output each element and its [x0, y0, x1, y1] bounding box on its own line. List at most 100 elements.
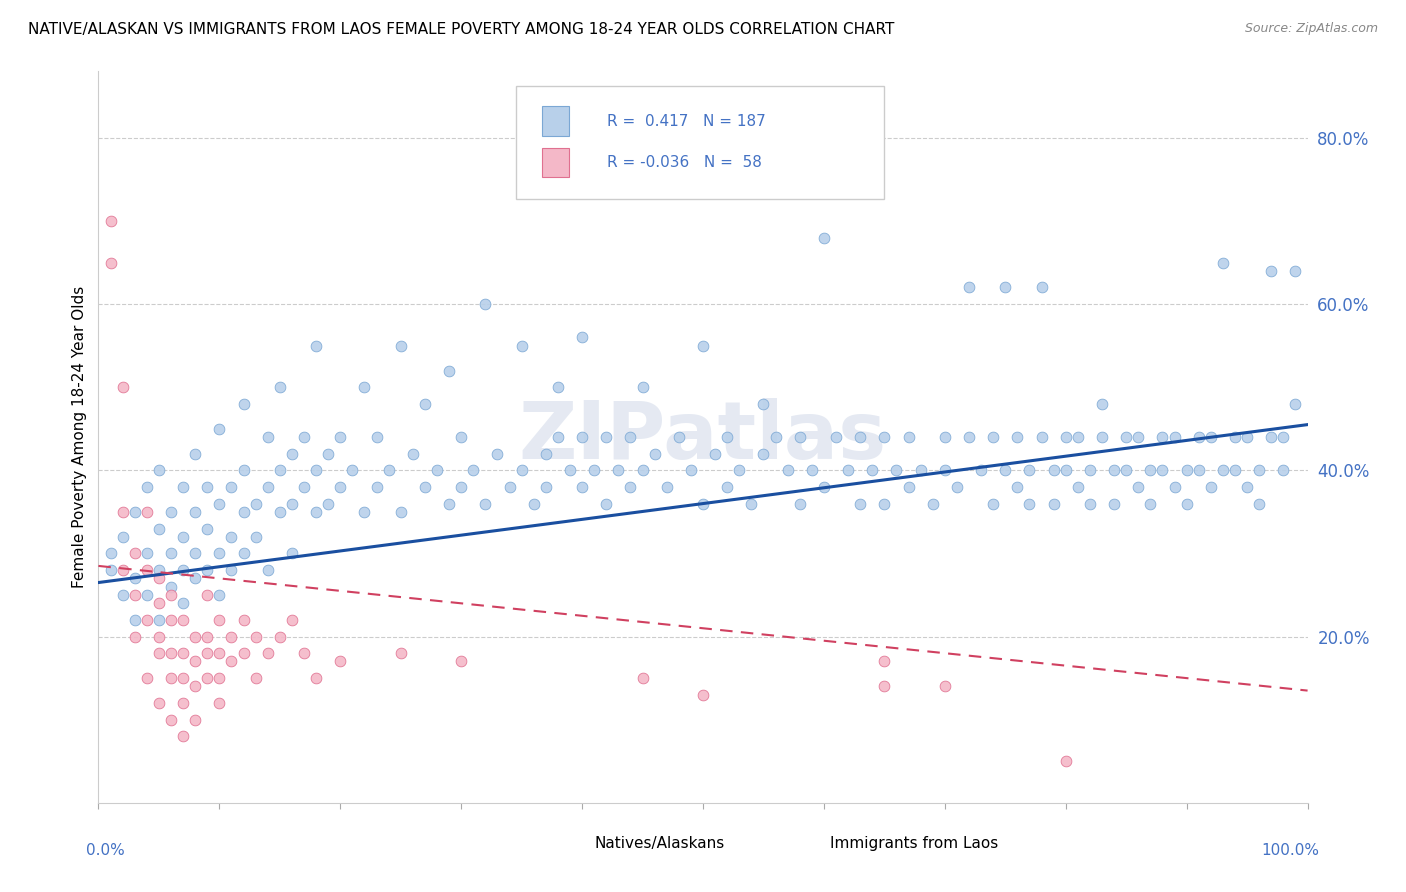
Point [184, 447, 207, 461]
Point [910, 463, 932, 477]
Point [195, 588, 218, 602]
Point [172, 596, 194, 610]
Point [837, 463, 859, 477]
Point [692, 497, 714, 511]
Point [413, 480, 436, 494]
Point [571, 430, 593, 444]
Point [860, 463, 883, 477]
Point [957, 280, 980, 294]
Point [148, 571, 170, 585]
Point [1260, 264, 1282, 278]
Text: ZIPatlas: ZIPatlas [519, 398, 887, 476]
Point [1212, 255, 1234, 269]
Point [160, 646, 183, 660]
Point [292, 480, 315, 494]
FancyBboxPatch shape [543, 106, 569, 136]
Text: NATIVE/ALASKAN VS IMMIGRANTS FROM LAOS FEMALE POVERTY AMONG 18-24 YEAR OLDS CORR: NATIVE/ALASKAN VS IMMIGRANTS FROM LAOS F… [28, 22, 894, 37]
Point [752, 447, 775, 461]
Point [1102, 497, 1125, 511]
Point [195, 630, 218, 644]
Point [316, 497, 339, 511]
Point [1236, 430, 1258, 444]
Point [208, 497, 231, 511]
Point [728, 463, 751, 477]
Point [1007, 430, 1029, 444]
Point [897, 430, 920, 444]
Point [765, 430, 787, 444]
Point [486, 447, 509, 461]
Point [135, 671, 157, 685]
Point [994, 280, 1017, 294]
FancyBboxPatch shape [793, 831, 818, 855]
Point [1212, 463, 1234, 477]
Point [644, 447, 666, 461]
Point [934, 463, 956, 477]
Text: Natives/Alaskans: Natives/Alaskans [595, 836, 724, 851]
Point [389, 505, 412, 519]
Point [124, 613, 146, 627]
Point [245, 497, 267, 511]
Point [1236, 480, 1258, 494]
Point [232, 505, 254, 519]
Point [208, 613, 231, 627]
Point [148, 463, 170, 477]
Point [221, 480, 243, 494]
Point [450, 480, 472, 494]
Point [1260, 430, 1282, 444]
Point [595, 430, 617, 444]
Point [1199, 430, 1222, 444]
Point [474, 497, 496, 511]
Point [135, 546, 157, 560]
Point [342, 463, 364, 477]
Point [305, 338, 328, 352]
Point [921, 497, 943, 511]
Point [111, 530, 134, 544]
Point [389, 338, 412, 352]
Point [100, 255, 122, 269]
Point [184, 546, 207, 560]
Point [256, 480, 278, 494]
Point [534, 480, 557, 494]
Point [1102, 463, 1125, 477]
Point [366, 430, 388, 444]
Point [135, 588, 157, 602]
Point [849, 497, 872, 511]
Point [389, 646, 412, 660]
Point [583, 463, 606, 477]
Point [716, 430, 738, 444]
Point [957, 430, 980, 444]
Point [111, 588, 134, 602]
Point [208, 588, 231, 602]
Point [619, 480, 641, 494]
Point [281, 613, 304, 627]
Point [329, 655, 352, 669]
Point [1067, 430, 1090, 444]
Point [510, 463, 533, 477]
Point [547, 430, 569, 444]
Point [172, 530, 194, 544]
Point [450, 655, 472, 669]
Point [571, 330, 593, 344]
Point [1199, 480, 1222, 494]
Point [232, 646, 254, 660]
Point [981, 497, 1004, 511]
Point [172, 480, 194, 494]
Point [172, 646, 194, 660]
Point [426, 463, 449, 477]
Point [631, 463, 654, 477]
Point [897, 480, 920, 494]
Text: 100.0%: 100.0% [1261, 843, 1320, 858]
Point [292, 430, 315, 444]
Point [148, 563, 170, 577]
Point [946, 480, 969, 494]
Point [148, 613, 170, 627]
Point [558, 463, 581, 477]
Point [316, 447, 339, 461]
Point [160, 580, 183, 594]
Text: Immigrants from Laos: Immigrants from Laos [830, 836, 998, 851]
Point [1175, 497, 1198, 511]
Point [1188, 463, 1211, 477]
Point [148, 596, 170, 610]
Point [873, 497, 896, 511]
Point [692, 688, 714, 702]
